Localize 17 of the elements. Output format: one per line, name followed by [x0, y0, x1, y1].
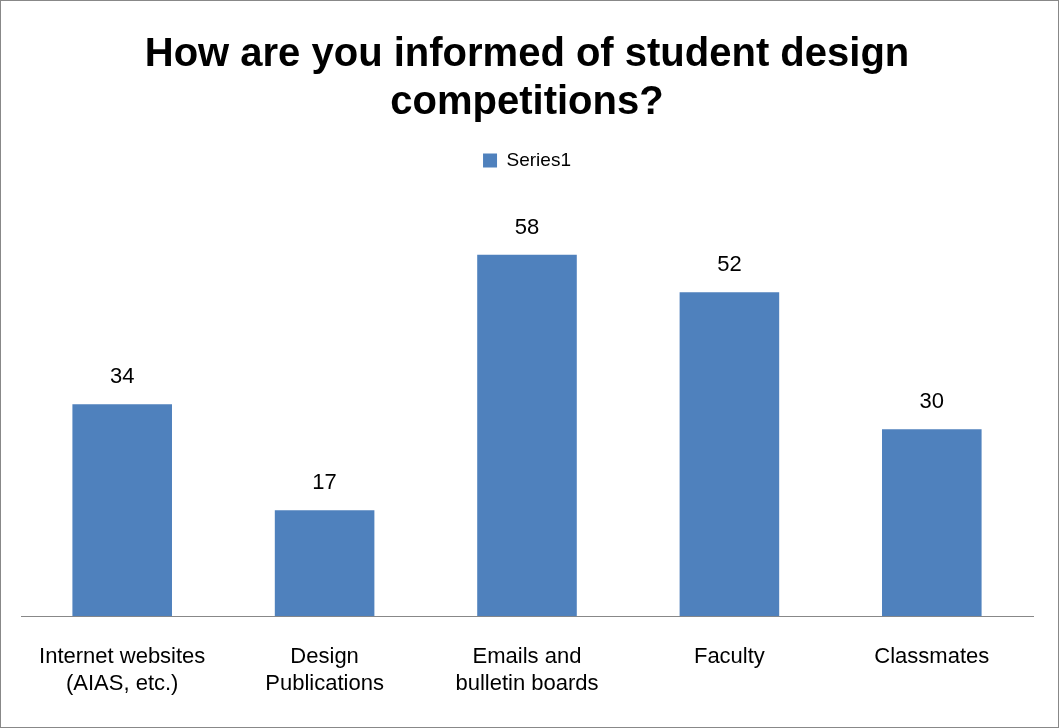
data-label: 58 [514, 213, 540, 239]
data-label: 17 [312, 469, 337, 495]
x-tick-label: Emails and bulletin boards [455, 643, 599, 695]
data-label: 34 [109, 363, 135, 389]
bar [72, 404, 172, 617]
bar [274, 510, 375, 617]
x-tick-label: Design Publications [265, 643, 384, 695]
x-tick-label: Internet websites (AIAS, etc.) [39, 643, 206, 695]
data-label: 30 [919, 388, 945, 414]
bar [882, 429, 982, 617]
bar [679, 292, 780, 617]
bar [477, 254, 577, 617]
x-tick-label: Faculty [693, 643, 765, 669]
chart-title: How are you informed of student design competitions? [144, 30, 910, 123]
data-label: 52 [717, 251, 742, 277]
x-tick-label: Classmates [874, 643, 990, 669]
legend-label: Series1 [506, 148, 571, 170]
